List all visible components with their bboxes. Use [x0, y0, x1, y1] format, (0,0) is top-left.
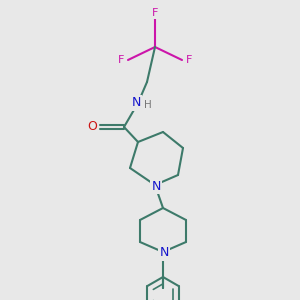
Text: F: F [118, 55, 124, 65]
Text: F: F [186, 55, 192, 65]
Text: N: N [131, 97, 141, 110]
Text: N: N [151, 179, 161, 193]
Text: F: F [152, 8, 158, 18]
Text: O: O [87, 121, 97, 134]
Text: N: N [159, 247, 169, 260]
Text: H: H [144, 100, 152, 110]
